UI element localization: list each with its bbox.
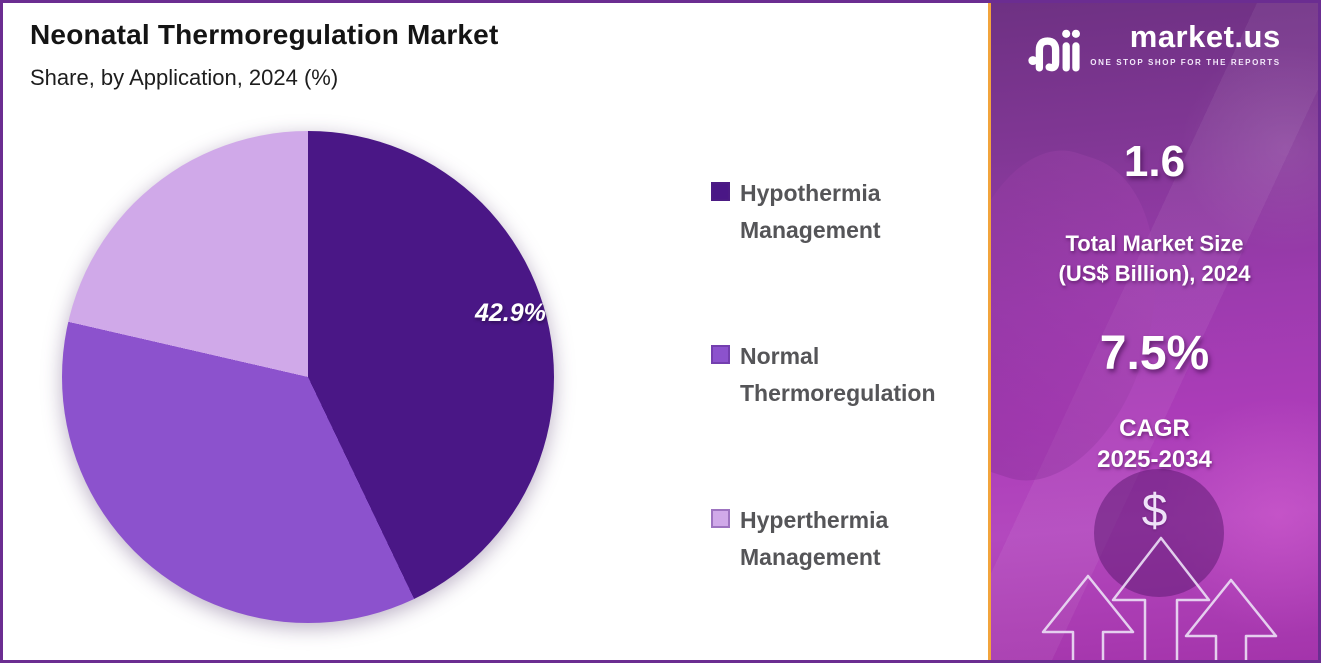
legend-label-line: Management (740, 544, 881, 570)
chart-panel: Neonatal Thermoregulation Market Share, … (3, 3, 988, 660)
legend-label-line: Thermoregulation (740, 380, 936, 406)
brand-name: market.us (1129, 19, 1281, 54)
marketus-logo-icon (1028, 29, 1081, 72)
total-market-size-value: 1.6 (1123, 137, 1186, 186)
page-title: Neonatal Thermoregulation Market (30, 19, 499, 50)
background-circle (1094, 469, 1224, 597)
chart-subtitle: Share, by Application, 2024 (%) (30, 65, 339, 90)
total-market-size-label-line: (US$ Billion), 2024 (1058, 261, 1251, 286)
pie-chart: 42.9% (62, 131, 554, 623)
cagr-label: CAGR 2025-2034 (991, 413, 1318, 475)
cagr-label-line: 2025-2034 (1097, 446, 1212, 473)
cagr-label-line: CAGR (1119, 415, 1190, 442)
legend-swatch-icon (711, 182, 730, 201)
pie-slice-value-label: 42.9% (475, 299, 546, 327)
brand-sidebar: market.us ONE STOP SHOP FOR THE REPORTS … (988, 3, 1318, 660)
legend-label-line: Hyperthermia (740, 507, 889, 533)
total-market-size-label: Total Market Size (US$ Billion), 2024 (991, 229, 1318, 289)
total-market-size-label-line: Total Market Size (1065, 231, 1244, 256)
legend-item-hypothermia-management: Hypothermia Management (711, 175, 881, 249)
legend-label: Normal Thermoregulation (740, 338, 936, 412)
brand-words: market.us ONE STOP SHOP FOR THE REPORTS (1090, 19, 1281, 67)
legend-swatch-icon (711, 509, 730, 528)
legend-label-line: Hypothermia (740, 180, 881, 206)
legend-label: Hypothermia Management (740, 175, 881, 249)
growth-arrows-icon (1041, 536, 1278, 660)
legend-label-line: Management (740, 217, 881, 243)
brand-logo: market.us ONE STOP SHOP FOR THE REPORTS (991, 19, 1318, 75)
brand-tagline: ONE STOP SHOP FOR THE REPORTS (1090, 57, 1281, 67)
chart-legend: Hypothermia Management Normal Thermoregu… (711, 3, 981, 660)
legend-item-hyperthermia-management: Hyperthermia Management (711, 502, 888, 576)
cagr-value: 7.5% (1099, 327, 1210, 380)
legend-label: Hyperthermia Management (740, 502, 888, 576)
legend-item-normal-thermoregulation: Normal Thermoregulation (711, 338, 936, 412)
legend-swatch-icon (711, 345, 730, 364)
legend-label-line: Normal (740, 343, 820, 369)
dollar-icon: $ (1141, 484, 1168, 536)
